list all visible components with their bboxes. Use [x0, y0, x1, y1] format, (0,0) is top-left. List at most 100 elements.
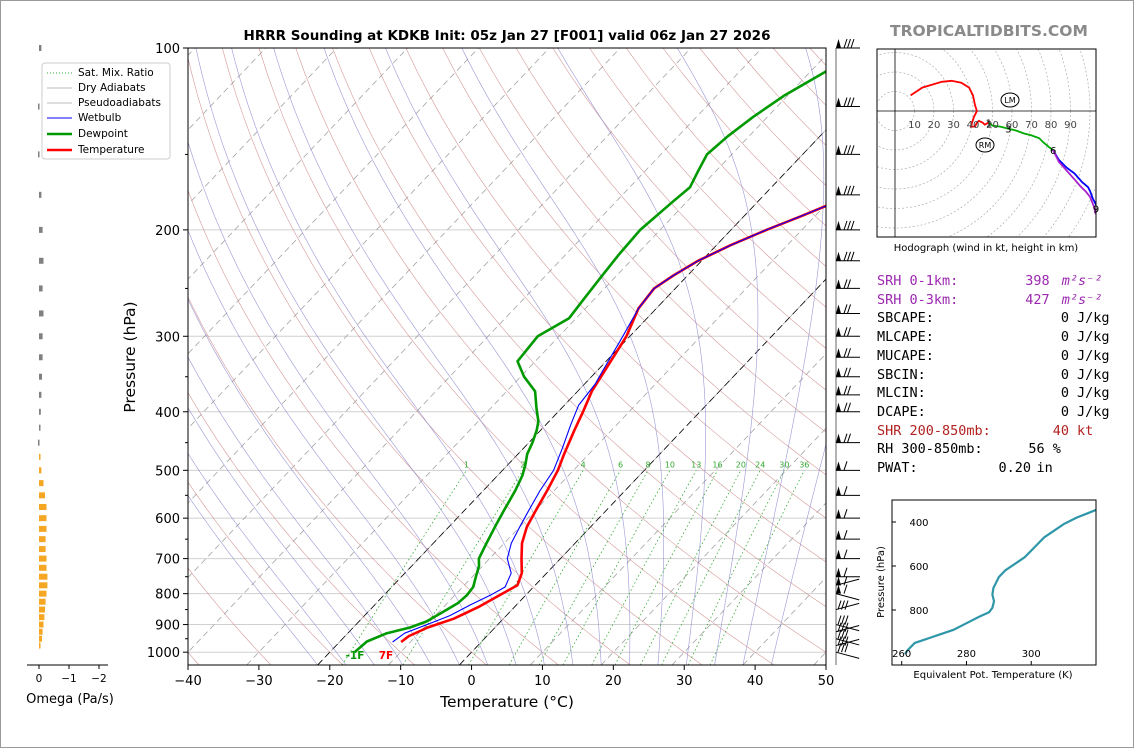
- omega-bar: [39, 515, 47, 522]
- barb-feather: [841, 643, 845, 653]
- omega-bar: [39, 546, 46, 553]
- stat-value: 0: [1060, 385, 1069, 402]
- wind-barb: [836, 38, 860, 49]
- mixing-ratio-label: 16: [712, 460, 722, 469]
- barb-feather: [843, 251, 848, 261]
- omega-bar: [39, 408, 41, 415]
- barb-feather: [847, 251, 851, 261]
- barb-feather: [841, 622, 845, 632]
- barb-flag: [836, 145, 841, 155]
- barb-feather: [850, 185, 855, 196]
- barb-feather: [847, 145, 851, 155]
- hodograph-height-label: 6: [1050, 146, 1056, 157]
- omega-bar: [38, 103, 40, 110]
- wind-barb: [836, 304, 860, 314]
- omega-bar: [39, 525, 47, 532]
- stat-label: SHR 200-850mb:: [877, 422, 991, 439]
- x-tick-label: 50: [818, 674, 835, 689]
- barb-feather: [843, 185, 848, 196]
- barb-flag: [836, 486, 841, 496]
- barb-flag: [836, 367, 841, 377]
- barb-flag: [836, 584, 841, 594]
- barb-feather: [843, 327, 848, 337]
- barb-feather: [843, 220, 848, 231]
- omega-bar: [39, 480, 44, 487]
- barb-feather: [847, 185, 851, 196]
- pseudoadiabat: [188, 495, 318, 665]
- barb-flag: [836, 567, 841, 577]
- barb-flag: [836, 97, 841, 107]
- barb-feather: [843, 348, 848, 358]
- skew-t-y-label: Pressure (hPa): [121, 301, 139, 412]
- x-tick-label: −40: [174, 674, 201, 689]
- pseudoadiabat: [461, 48, 665, 665]
- stat-row: DCAPE: 0 J/kg: [877, 404, 1110, 420]
- stat-row: SBCAPE: 0 J/kg: [877, 310, 1110, 326]
- barb-flag: [836, 385, 841, 395]
- pseudoadiabat: [742, 48, 825, 665]
- mixing-ratio-line: [562, 470, 671, 665]
- x-tick-label: −10: [387, 674, 414, 689]
- omega-bar: [39, 453, 41, 460]
- stat-row: MLCIN: 0 J/kg: [877, 385, 1110, 401]
- barb-feather: [850, 251, 855, 261]
- barb-feather: [843, 367, 848, 377]
- skew-t-plot: 1 2 4 6 8 10 13 16 20 24 30 36 −40 −30 −20 −10 0 10 20 30 4…: [41, 38, 860, 711]
- storm-motion-label: LM: [1004, 96, 1015, 105]
- theta-e-panel: 260 280 300 400 600 800 Equivalent Pot. Tempe…: [876, 499, 1097, 681]
- surface-dewpoint-label: -1F: [346, 650, 365, 662]
- barb-feather: [841, 600, 845, 610]
- stat-row: SBCIN: 0 J/kg: [877, 367, 1110, 383]
- barb-feather: [837, 600, 842, 610]
- stat-row: SRH 0-3km: 427 m²s⁻²: [877, 292, 1102, 308]
- mixing-ratio-label: 20: [736, 460, 746, 469]
- barb-feather: [843, 145, 848, 155]
- barb-feather: [847, 402, 851, 412]
- mixing-ratio-line: [709, 470, 805, 665]
- barb-flag: [836, 549, 841, 559]
- theta-e-frame: [891, 499, 1097, 666]
- dry-adiabat: [258, 48, 775, 665]
- stat-row: MUCAPE: 0 J/kg: [877, 348, 1110, 364]
- hodograph-segment: [1052, 149, 1096, 215]
- dry-adiabat: [589, 48, 826, 308]
- omega-bar: [39, 424, 41, 431]
- pseudoadiabat: [188, 356, 403, 665]
- omega-bar: [39, 642, 41, 649]
- stat-label: DCAPE:: [877, 403, 926, 420]
- y-tick-label: 800: [155, 588, 180, 603]
- hodograph-segment: [910, 79, 990, 128]
- isotherm-line: [529, 353, 826, 665]
- omega-bar: [39, 606, 45, 613]
- chart-title: HRRR Sounding at KDKB Init: 05z Jan 27 […: [244, 28, 771, 44]
- dry-adiabat: [515, 48, 826, 391]
- wind-barb: [836, 385, 860, 396]
- y-tick-label: 1000: [147, 646, 180, 661]
- x-tick-label: 0: [467, 674, 475, 689]
- wind-barb: [836, 461, 860, 471]
- mixing-ratio-label: 4: [581, 460, 586, 469]
- barb-feather: [843, 38, 848, 49]
- omega-bar: [39, 226, 43, 233]
- omega-bar: [39, 354, 43, 361]
- barb-flag: [836, 185, 841, 195]
- omega-bar: [39, 467, 42, 474]
- skew-t-frame: [187, 47, 827, 666]
- theta-e-y-label: Pressure (hPa): [876, 546, 887, 618]
- pseudoadiabat: [385, 48, 631, 665]
- legend-sat-mix-ratio: Sat. Mix. Ratio: [78, 67, 154, 79]
- omega-bar: [38, 151, 40, 158]
- wind-barb: [836, 145, 860, 155]
- barb-feather: [841, 636, 845, 646]
- barb-feather: [843, 97, 848, 107]
- dry-adiabat: [188, 392, 415, 665]
- stat-value: 0: [1060, 347, 1069, 364]
- stat-row: RH 300-850mb: 56%: [877, 441, 1061, 457]
- y-tick-label: 300: [155, 330, 180, 345]
- stat-value: 56: [1028, 441, 1045, 458]
- barb-feather: [847, 433, 851, 443]
- mixing-ratio-line: [402, 470, 524, 665]
- hodograph-frame: [876, 48, 1097, 238]
- omega-bar: [39, 373, 42, 380]
